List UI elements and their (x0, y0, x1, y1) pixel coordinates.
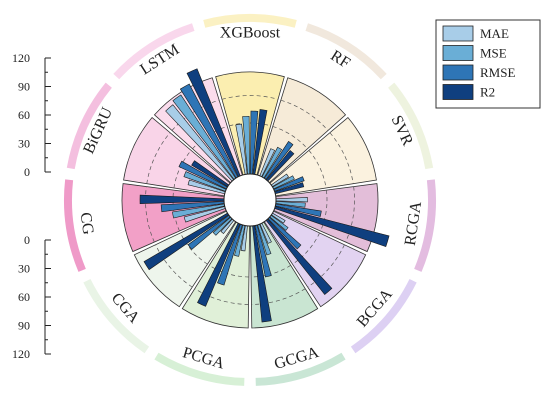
legend-swatch-r2 (442, 84, 474, 100)
grid-arc (308, 150, 327, 189)
legend-swatch-rmse (442, 64, 474, 81)
grid-arc (146, 132, 171, 184)
grid-arc (192, 126, 228, 150)
ring-segment-rf (305, 23, 387, 80)
ring-segment-gcga (255, 352, 346, 386)
grid-arc (180, 232, 208, 265)
ring-segment-lstm (113, 23, 195, 80)
legend-label-mae: MAE (480, 26, 509, 41)
ring-segment-svr (388, 82, 434, 170)
ring-segment-pcga (154, 352, 245, 386)
grid-arc (171, 99, 220, 131)
grid-arc (155, 244, 193, 288)
grid-arc (194, 288, 249, 305)
grid-arc (221, 95, 279, 100)
ring-segment-cg (63, 179, 86, 272)
outer-ring (63, 14, 436, 386)
grid-arc (172, 190, 180, 232)
grid-circles (145, 95, 355, 305)
center-hole (223, 173, 277, 227)
grid-arc (251, 265, 291, 278)
category-label-rcga: RCGA (402, 200, 425, 247)
grid-arc (320, 190, 328, 232)
lower-axis-tick-label: 30 (18, 262, 30, 276)
upper-axis-tick-label: 120 (12, 51, 30, 65)
legend: MAE MSE RMSE R2 (435, 19, 541, 109)
grid-arc (173, 150, 192, 189)
grid-arc (280, 99, 329, 131)
category-label-lstm: LSTM (137, 41, 182, 78)
category-label-bcga: BCGA (354, 285, 396, 330)
upper-axis-tick-label: 0 (24, 165, 30, 179)
lower-axis-tick-label: 60 (18, 290, 30, 304)
ring-segment-rcga (414, 179, 436, 272)
upper-axis-tick-label: 60 (18, 108, 30, 122)
upper-axis-tick-label: 90 (18, 80, 30, 94)
lower-axis-tick-label: 90 (18, 319, 30, 333)
ring-segment-xgboost (203, 14, 297, 28)
lower-axis: 0 30 60 90 120 (12, 233, 51, 361)
ring-segment-bcga (350, 278, 417, 354)
lower-axis-tick-label: 120 (12, 347, 30, 361)
grid-arc (329, 132, 354, 184)
grid-arc (272, 126, 308, 150)
value-axes: 120 90 60 30 0 0 30 60 90 120 (12, 51, 51, 361)
legend-label-r2: R2 (480, 85, 495, 100)
grid-arc (229, 122, 271, 127)
upper-axis: 120 90 60 30 0 (12, 51, 51, 179)
category-label-cg: CG (77, 211, 97, 236)
ring-segment-bigru (66, 82, 112, 170)
legend-swatch-mse (442, 45, 474, 61)
legend-label-mse: MSE (480, 46, 507, 61)
ring-segment-cga (83, 278, 150, 354)
legend-swatch-mae (442, 25, 474, 42)
grid-arc (209, 265, 249, 278)
grid-arc (251, 288, 306, 305)
lower-axis-tick-label: 0 (24, 233, 30, 247)
grid-arc (292, 232, 320, 265)
category-label-xgboost: XGBoost (220, 25, 281, 42)
grid-arc (145, 186, 155, 243)
grid-arc (307, 244, 345, 288)
legend-label-rmse: RMSE (480, 65, 515, 80)
upper-axis-tick-label: 30 (18, 137, 30, 151)
grid-arc (345, 186, 355, 243)
